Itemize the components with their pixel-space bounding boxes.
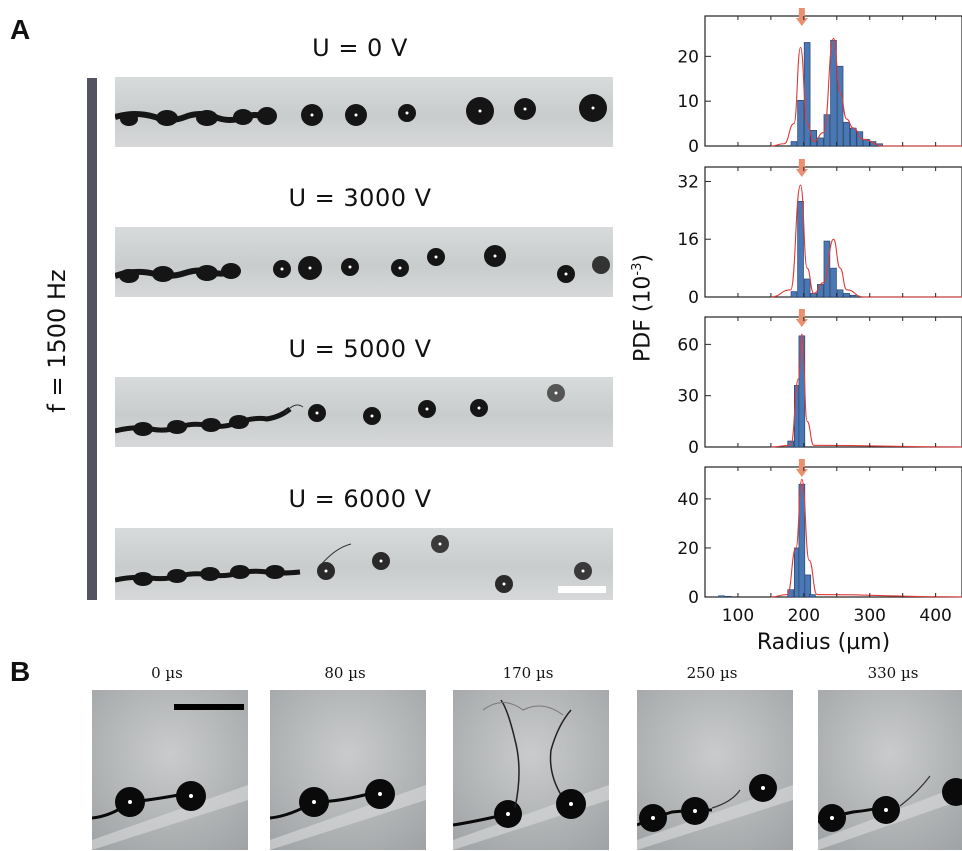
bar-1-1 [797, 201, 804, 298]
droplet-strip-1 [115, 227, 613, 297]
snapshot-4 [818, 690, 962, 850]
panel-a-label: A [10, 14, 31, 45]
fit-curve-3 [770, 478, 962, 598]
bar-1-0 [790, 291, 798, 298]
ytick-label-2-0: 0 [688, 438, 699, 458]
xtick-label-3: 400 [919, 606, 951, 626]
y-axis-label-text: PDF (10 [630, 275, 656, 362]
bar-1-6 [830, 267, 837, 298]
arrow-marker-3 [795, 459, 808, 477]
ytick-label-1-1: 16 [677, 230, 699, 250]
bar-1-2 [803, 278, 811, 298]
bar-1-4 [817, 284, 824, 298]
plot-frame-2 [704, 316, 962, 448]
bar-2-0 [787, 440, 794, 448]
bar-0-8 [843, 121, 850, 147]
voltage-label-0: U = 0 V [312, 34, 408, 62]
ytick-label-0-0: 0 [688, 137, 699, 157]
y-axis-label-end: ) [630, 254, 656, 263]
bar-3-0 [787, 589, 794, 598]
bar-3-6 [724, 595, 732, 598]
bar-1-9 [850, 294, 857, 298]
arrow-marker-2 [795, 309, 808, 327]
bar-3-5 [718, 595, 725, 598]
droplet-strip-3 [115, 528, 613, 600]
xtick-label-1: 200 [788, 606, 820, 626]
ytick-label-2-1: 30 [677, 387, 699, 407]
voltage-label-1: U = 3000 V [288, 184, 432, 212]
bar-0-4 [817, 137, 824, 147]
xtick-label-2: 300 [854, 606, 886, 626]
time-label-4: 330 µs [867, 664, 919, 682]
snapshot-1 [270, 690, 426, 850]
ytick-label-3-0: 0 [688, 588, 699, 608]
scale-bar-a [558, 586, 606, 593]
bar-0-6 [830, 39, 837, 147]
snapshot-3 [637, 690, 793, 850]
fit-curve-0 [770, 37, 962, 147]
ytick-label-2-2: 60 [677, 335, 699, 355]
bar-0-0 [790, 141, 798, 147]
bar-0-2 [803, 42, 811, 147]
histogram-2: 0 30 60 [677, 309, 962, 458]
fit-curve-1 [770, 184, 962, 298]
time-label-3: 250 µs [686, 664, 738, 682]
bar-3-3 [804, 574, 812, 598]
panel-b-label: B [10, 656, 31, 687]
xtick-label-0: 100 [722, 606, 754, 626]
arrow-marker-0 [795, 8, 808, 26]
ytick-label-1-0: 0 [688, 288, 699, 308]
ytick-label-0-1: 10 [677, 92, 699, 112]
histogram-0: 0 10 20 [677, 8, 962, 157]
x-axis-label: Radius (µm) [757, 630, 890, 655]
snapshot-0 [92, 690, 248, 850]
fit-curve-2 [770, 333, 962, 448]
ytick-label-0-2: 20 [677, 47, 699, 67]
bar-0-9 [850, 127, 857, 147]
ytick-label-3-2: 40 [677, 490, 699, 510]
y-axis-label: PDF (10-3) [630, 183, 660, 433]
bar-0-1 [797, 99, 804, 147]
histogram-1: 0 16 32 [677, 159, 962, 308]
frequency-label: f = 1500 Hz [43, 269, 71, 413]
time-label-0: 0 µs [151, 664, 183, 682]
time-label-2: 170 µs [502, 664, 554, 682]
y-axis-label-sup: -3 [630, 262, 645, 276]
droplet-strip-0 [115, 77, 613, 147]
bar-0-3 [810, 130, 817, 147]
bar-3-2 [798, 483, 806, 598]
ytick-label-3-1: 20 [677, 539, 699, 559]
voltage-label-2: U = 5000 V [288, 335, 432, 363]
plot-frame-3 [704, 466, 962, 598]
ytick-label-1-2: 32 [677, 172, 699, 192]
bar-1-5 [823, 240, 831, 298]
histogram-3: 0 20 40 100 200 300 400 Radius (µm) [677, 459, 962, 655]
scale-bar-b [174, 704, 244, 710]
time-label-1: 80 µs [324, 664, 366, 682]
arrow-marker-1 [795, 159, 808, 177]
snapshot-2 [453, 690, 609, 850]
bar-1-8 [843, 293, 850, 298]
droplet-strip-2 [115, 377, 613, 447]
bar-1-7 [836, 289, 844, 298]
bar-3-4 [809, 594, 816, 598]
voltage-label-3: U = 6000 V [288, 485, 432, 513]
side-bar [87, 78, 97, 600]
